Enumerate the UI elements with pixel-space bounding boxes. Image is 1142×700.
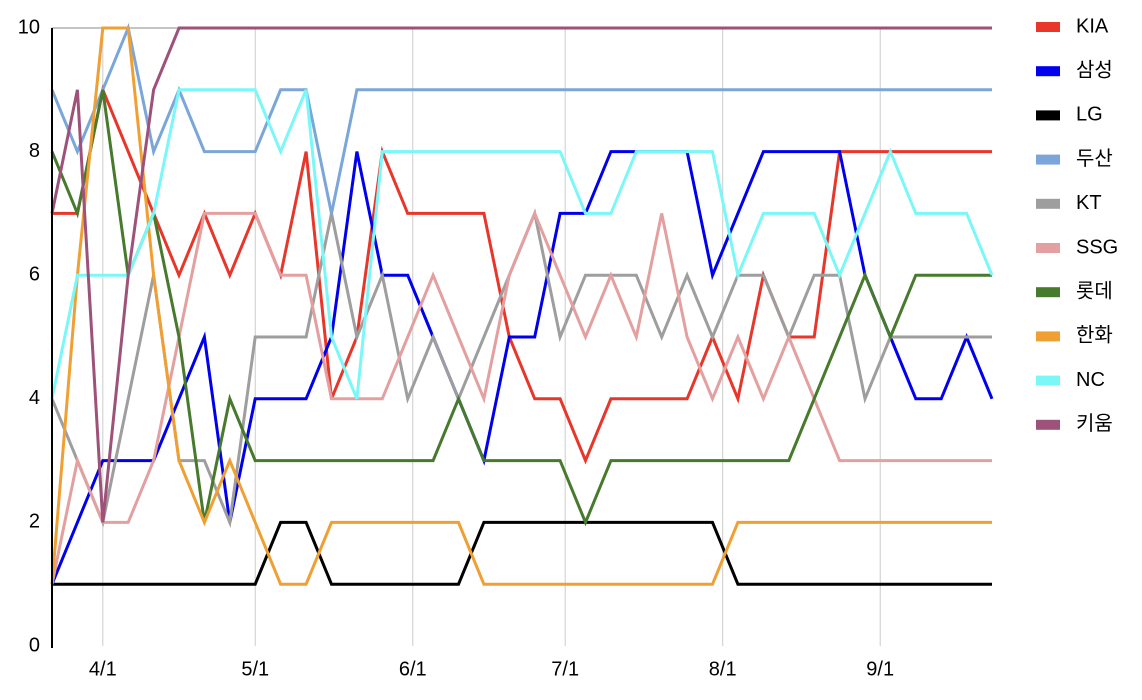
legend-label: NC [1076, 369, 1105, 391]
legend-swatch [1036, 198, 1060, 209]
legend-label: SSG [1076, 236, 1118, 258]
y-tick-label: 4 [29, 387, 40, 409]
legend-label: 키움 [1076, 412, 1113, 435]
legend-swatch [1036, 287, 1060, 298]
series-line [50, 209, 992, 585]
legend-swatch [1036, 331, 1060, 342]
y-tick-label: 8 [29, 140, 40, 162]
legend-label: LG [1076, 104, 1103, 126]
legend-label: 한화 [1076, 324, 1113, 347]
y-tick-label: 0 [29, 634, 40, 656]
legend-swatch [1036, 375, 1060, 386]
legend-label: 두산 [1076, 147, 1113, 170]
x-tick-label: 4/1 [89, 658, 117, 680]
legend-swatch [1036, 243, 1060, 253]
y-tick-label: 10 [18, 16, 40, 38]
x-tick-label: 6/1 [399, 658, 427, 680]
x-tick-label: 5/1 [241, 658, 269, 680]
x-tick-label: 8/1 [709, 658, 737, 680]
legend-swatch [1036, 66, 1060, 77]
legend-swatch [1036, 154, 1060, 165]
legend-label: KT [1076, 192, 1102, 214]
x-tick-label: 9/1 [866, 658, 894, 680]
series-line [50, 26, 992, 586]
series-line [50, 22, 992, 214]
series-line [52, 520, 992, 586]
y-tick-label: 2 [29, 511, 40, 533]
legend-swatch [1036, 22, 1060, 32]
legend-label: 롯데 [1076, 279, 1113, 302]
x-tick-label: 7/1 [551, 658, 579, 680]
legend-label: KIA [1076, 15, 1109, 37]
series-line [50, 88, 994, 400]
y-tick-label: 6 [29, 263, 40, 285]
series-line [50, 150, 994, 585]
legend-swatch [1036, 419, 1060, 430]
legend-label: 삼성 [1076, 58, 1113, 81]
series-line [50, 89, 992, 527]
series-line [50, 26, 992, 523]
series-line [52, 84, 992, 465]
legend-swatch [1036, 110, 1060, 121]
